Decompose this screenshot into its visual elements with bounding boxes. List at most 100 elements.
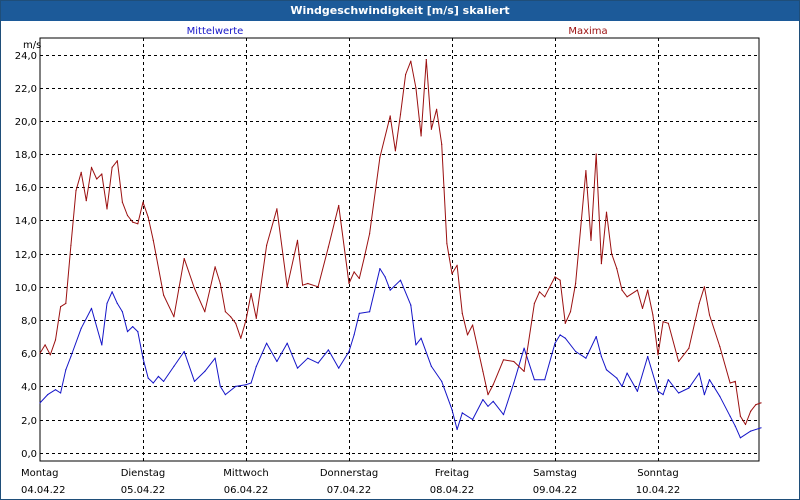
data-point-mittelwerte — [575, 350, 577, 353]
data-point-mittelwerte — [54, 389, 57, 391]
data-point-maxima — [193, 287, 196, 290]
data-point-mittelwerte — [204, 370, 206, 372]
data-point-mittelwerte — [472, 418, 474, 421]
data-point-mittelwerte — [415, 344, 417, 346]
data-point-maxima — [544, 296, 546, 298]
data-point-maxima — [54, 339, 57, 341]
data-point-mittelwerte — [214, 357, 216, 359]
data-point-maxima — [240, 337, 242, 339]
data-point-maxima — [230, 316, 232, 318]
data-point-maxima — [405, 73, 407, 76]
data-point-maxima — [621, 289, 623, 291]
data-point-maxima — [502, 359, 505, 361]
data-point-mittelwerte — [734, 425, 736, 427]
data-point-maxima — [415, 87, 417, 89]
data-point-mittelwerte — [626, 372, 628, 374]
data-point-mittelwerte — [739, 437, 742, 439]
plot-area — [39, 37, 760, 462]
data-point-maxima — [116, 160, 118, 162]
data-point-maxima — [389, 115, 391, 117]
data-point-maxima — [703, 286, 706, 288]
data-point-mittelwerte — [101, 344, 103, 346]
data-point-mittelwerte — [384, 276, 386, 278]
data-point-mittelwerte — [533, 379, 536, 381]
data-point-maxima — [657, 354, 659, 356]
data-point-mittelwerte — [65, 369, 67, 371]
data-point-mittelwerte — [276, 360, 278, 363]
data-point-maxima — [430, 128, 432, 130]
data-point-mittelwerte — [729, 415, 731, 417]
data-point-maxima — [302, 284, 304, 286]
series-line-mittelwerte — [39, 268, 762, 439]
data-point-maxima — [60, 306, 62, 308]
data-point-maxima — [85, 200, 87, 202]
data-point-maxima — [451, 273, 453, 275]
data-point-mittelwerte — [544, 379, 546, 381]
data-point-maxima — [647, 289, 649, 291]
data-point-maxima — [538, 291, 541, 293]
chart-title: Windgeschwindigkeit [m/s] skaliert — [1, 1, 799, 21]
data-point-maxima — [595, 153, 597, 155]
data-point-mittelwerte — [193, 380, 196, 382]
data-point-mittelwerte — [338, 367, 340, 369]
data-point-mittelwerte — [39, 402, 41, 404]
data-point-maxima — [255, 317, 257, 319]
data-point-maxima — [698, 302, 700, 304]
data-point-maxima — [461, 312, 463, 314]
data-point-mittelwerte — [750, 430, 752, 432]
data-point-mittelwerte — [147, 377, 149, 379]
x-tick-date: 08.04.22 — [430, 485, 475, 496]
data-point-maxima — [338, 204, 340, 207]
data-point-maxima — [111, 166, 113, 168]
data-point-mittelwerte — [245, 384, 247, 386]
data-point-maxima — [626, 296, 628, 298]
data-point-maxima — [611, 253, 613, 255]
data-point-maxima — [235, 322, 237, 324]
data-point-maxima — [379, 156, 381, 158]
x-tick-day: Mittwoch — [223, 468, 268, 479]
series-group — [39, 59, 762, 439]
data-point-mittelwerte — [142, 357, 144, 359]
data-point-mittelwerte — [307, 357, 309, 359]
x-tick-date: 04.04.22 — [21, 485, 66, 496]
y-tick-label: 22,0 — [15, 84, 37, 95]
data-point-mittelwerte — [132, 326, 134, 328]
data-point-mittelwerte — [678, 392, 680, 394]
data-point-maxima — [348, 282, 350, 285]
data-point-mittelwerte — [106, 302, 108, 304]
x-tick-date: 10.04.22 — [636, 485, 681, 496]
data-point-maxima — [44, 344, 46, 346]
data-point-mittelwerte — [111, 291, 113, 293]
data-point-maxima — [204, 311, 206, 313]
data-point-maxima — [142, 201, 144, 203]
x-tick-day: Dienstag — [121, 468, 166, 479]
data-point-mittelwerte — [585, 357, 587, 359]
data-point-maxima — [750, 410, 752, 412]
data-point-mittelwerte — [559, 334, 561, 336]
data-point-mittelwerte — [224, 394, 226, 396]
data-point-mittelwerte — [523, 347, 525, 349]
data-point-mittelwerte — [482, 399, 484, 401]
data-point-maxima — [513, 360, 515, 363]
data-point-maxima — [173, 316, 175, 318]
grid-lines — [40, 38, 759, 461]
data-point-maxima — [327, 246, 329, 248]
x-tick-date: 06.04.22 — [224, 485, 269, 496]
data-point-mittelwerte — [564, 337, 566, 339]
data-point-maxima — [245, 319, 247, 321]
data-point-maxima — [487, 394, 489, 396]
y-tick-label: 2,0 — [21, 416, 37, 427]
data-point-maxima — [688, 347, 690, 349]
data-point-maxima — [492, 384, 494, 386]
data-point-mittelwerte — [173, 365, 175, 367]
data-point-mittelwerte — [657, 390, 659, 392]
y-tick-label: 8,0 — [21, 316, 37, 327]
data-point-mittelwerte — [286, 342, 288, 344]
y-axis-unit-label: m/s — [23, 40, 41, 51]
data-point-mittelwerte — [137, 331, 139, 333]
data-point-maxima — [183, 258, 185, 260]
data-point-mittelwerte — [605, 369, 608, 371]
data-point-maxima — [755, 404, 757, 406]
x-tick-date: 07.04.22 — [327, 485, 372, 496]
series-label-maxima: Maxima — [568, 26, 607, 37]
